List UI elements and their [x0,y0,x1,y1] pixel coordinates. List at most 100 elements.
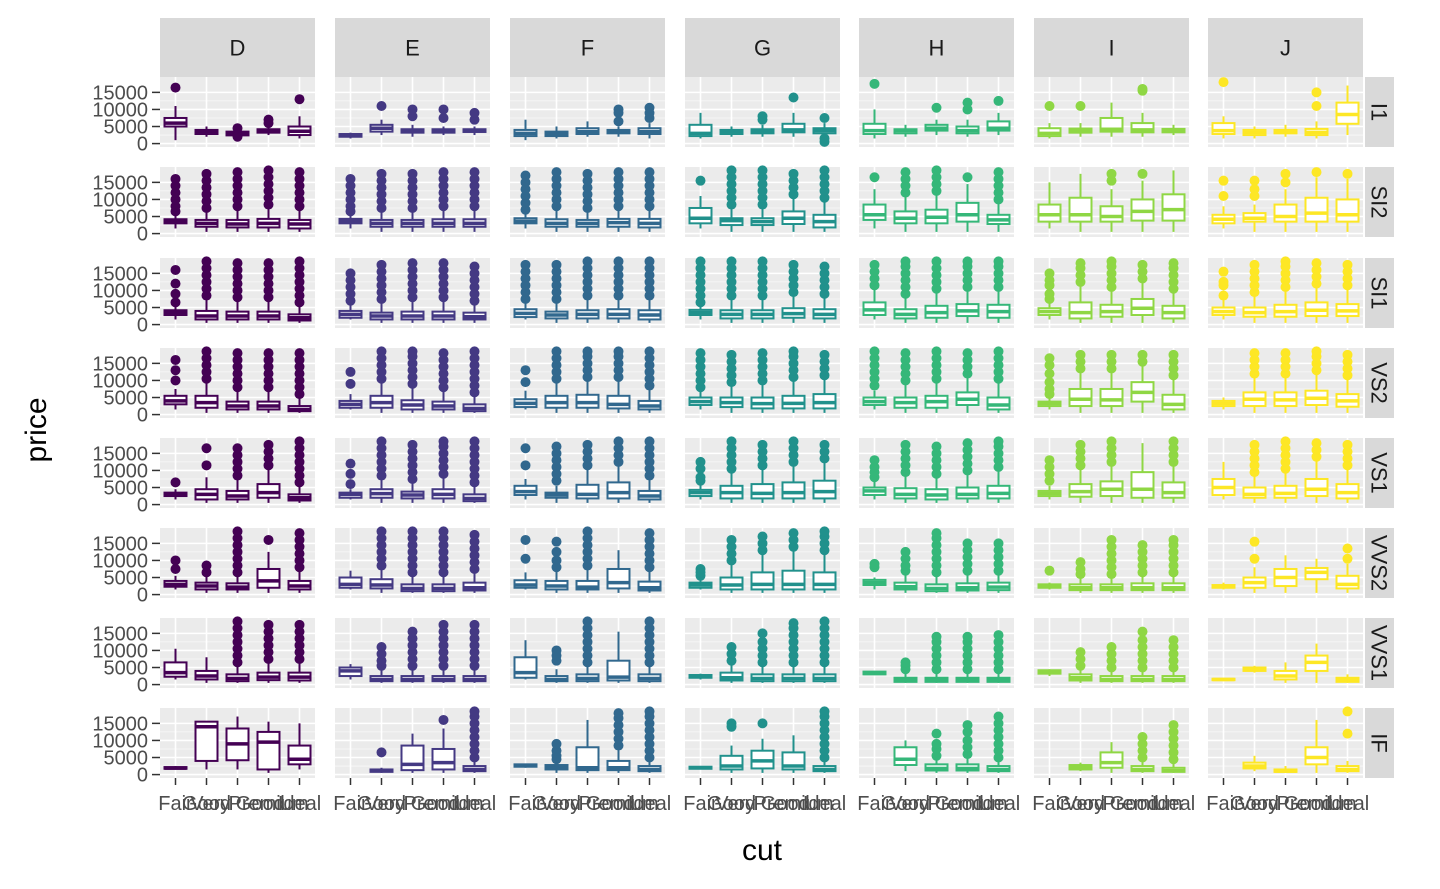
outlier-point [1311,438,1322,449]
box-good [544,536,569,593]
box-good [893,348,918,413]
box-iqr [194,720,219,762]
box-fair [513,763,538,768]
outlier-point [1342,706,1353,717]
outlier-point [201,256,212,267]
box-premium [1130,349,1155,413]
x-tick-label: Ideal [278,793,321,815]
strip-background [335,18,490,77]
box-iqr [1130,471,1155,499]
outlier-point [170,173,181,184]
box-iqr [812,479,837,500]
box-ideal [1161,124,1186,136]
outlier-point [644,102,655,113]
box-ideal [462,706,487,773]
boxes-h-vvs1 [862,630,1011,683]
outlier-point [345,173,356,184]
boxes-g-if [688,706,837,773]
box-very-good [575,616,600,683]
outlier-point [1075,557,1086,568]
box-very-good [400,439,425,503]
outlier-point [726,534,737,545]
box-fair [163,82,188,141]
box-good [544,441,569,503]
box-fair [862,78,887,139]
outlier-point [263,258,274,269]
box-iqr [256,730,281,771]
x-tick-label: Premium [1102,793,1182,815]
box-very-good [575,346,600,413]
panels-layer [160,77,1363,778]
x-axis-title: cut [742,834,783,867]
y-tick-label: 15000 [92,82,148,104]
box-ideal [287,256,312,323]
outlier-point [819,349,830,360]
outlier-point [376,101,387,112]
boxes-e-vvs2 [338,526,487,593]
boxes-f-vvs1 [513,616,662,683]
outlier-point [520,259,531,270]
outlier-point [1280,256,1291,267]
box-very-good [225,526,250,593]
outlier-point [1106,642,1117,653]
box-ideal [986,95,1011,136]
x-tick-label: Fair [508,793,543,815]
box-iqr [1273,203,1298,223]
boxes-j-vs2 [1211,346,1360,413]
box-very-good [1273,256,1298,323]
box-good [1068,101,1093,137]
box-very-good [924,528,949,593]
y-tick-label: 10000 [92,550,148,572]
outlier-point [469,706,480,717]
strip-background [1365,167,1394,237]
boxes-d-vs1 [163,436,312,503]
box-fair [513,119,538,141]
outlier-point [1106,168,1117,179]
box-premium [1130,732,1155,773]
box-premium [955,172,980,232]
outlier-point [1342,168,1353,179]
box-iqr [575,746,600,772]
box-good [1242,259,1267,323]
box-fair [688,673,713,680]
outlier-point [869,558,880,569]
box-fair [862,346,887,410]
boxes-e-vvs1 [338,619,487,683]
outlier-point [1342,553,1353,564]
boxes-j-vvs2 [1211,536,1360,593]
outlier-point [993,167,1004,178]
box-very-good [400,258,425,323]
box-premium [1130,83,1155,137]
box-good [544,346,569,413]
outlier-point [757,111,768,122]
outlier-point [1249,184,1260,195]
outlier-point [1137,259,1148,270]
outlier-point [788,436,799,447]
box-very-good [750,531,775,593]
outlier-point [1168,436,1179,447]
outlier-point [438,258,449,269]
box-ideal [287,94,312,139]
box-ideal [812,261,837,323]
outlier-point [1218,266,1229,277]
outlier-point [757,165,768,176]
outlier-point [931,528,942,539]
outlier-point [232,526,243,537]
box-ideal [986,346,1011,413]
outlier-point [345,366,356,377]
strip-top-i: I [1034,18,1189,77]
box-good [719,256,744,323]
y-tick-label: 10000 [92,280,148,302]
box-ideal [287,167,312,232]
box-premium [955,538,980,593]
outlier-point [962,348,973,359]
box-iqr [1099,751,1124,769]
box-ideal [1335,349,1360,413]
x-tick-label: Good [707,793,756,815]
box-iqr [575,483,600,500]
outlier-point [962,256,973,267]
outlier-point [900,256,911,267]
